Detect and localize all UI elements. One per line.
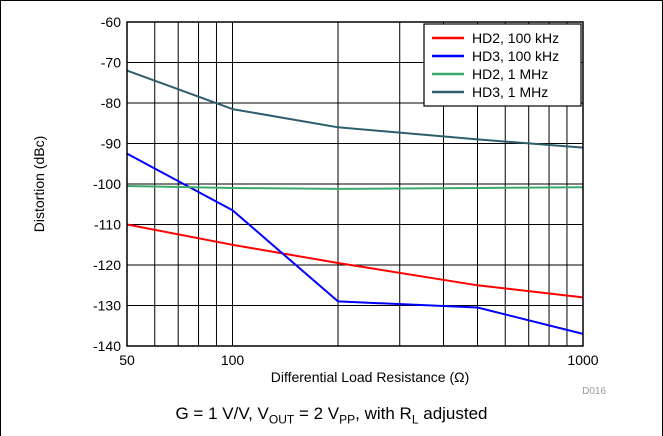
- y-axis-ticks: -60 -70 -80 -90 -100 -110 -120 -130 -140: [93, 14, 121, 354]
- y-tick-label: -70: [101, 55, 121, 71]
- distortion-chart: -60 -70 -80 -90 -100 -110 -120 -130 -140 50 100 10…: [31, 14, 606, 397]
- caption-rl: , with R: [355, 404, 412, 423]
- legend-entry: HD3, 100 kHz: [472, 48, 559, 64]
- caption-vpp-subscript: PP: [339, 412, 356, 427]
- figure-code: D016: [582, 386, 606, 397]
- y-tick-label: -140: [93, 338, 121, 354]
- series-line-hd3-1-mhz: [126, 69, 584, 149]
- y-tick-label: -60: [101, 14, 121, 30]
- series-line-hd2-1-mhz: [126, 185, 584, 190]
- legend: HD2, 100 kHz HD3, 100 kHz HD2, 1 MHz HD3, 1…: [423, 23, 582, 107]
- caption-vout: = 2 V: [294, 404, 340, 423]
- plot-area-border: [126, 21, 584, 347]
- y-tick-label: -120: [93, 257, 121, 273]
- caption-vout-subscript: OUT: [268, 412, 295, 427]
- y-axis-label: Distortion (dBc): [31, 136, 47, 232]
- caption-rl-subscript: L: [411, 412, 419, 427]
- y-tick-label: -90: [101, 136, 121, 152]
- x-tick-label: 100: [221, 352, 245, 368]
- x-axis-label: Differential Load Resistance (Ω): [271, 369, 470, 385]
- caption-gain: G = 1 V/V, V: [175, 404, 269, 423]
- frame-left-border: [0, 0, 1, 436]
- legend-entry: HD3, 1 MHz: [472, 84, 548, 100]
- frame-top-border: [0, 0, 663, 1]
- legend-entry: HD2, 1 MHz: [472, 66, 548, 82]
- x-tick-label: 50: [119, 352, 135, 368]
- series-lines: [126, 69, 584, 335]
- y-tick-label: -130: [93, 298, 121, 314]
- x-tick-label: 1000: [567, 352, 598, 368]
- series-line-hd2-100-khz: [126, 223, 584, 299]
- y-tick-label: -100: [93, 176, 121, 192]
- legend-entry: HD2, 100 kHz: [472, 30, 559, 46]
- y-tick-label: -80: [101, 95, 121, 111]
- figure-caption: G = 1 V/V, VOUT = 2 VPP, with RL adjuste…: [0, 404, 663, 426]
- caption-end: adjusted: [418, 404, 488, 423]
- series-line-hd3-100-khz: [126, 152, 584, 335]
- x-axis-ticks: 50 100 1000: [119, 352, 599, 368]
- y-tick-label: -110: [94, 217, 121, 233]
